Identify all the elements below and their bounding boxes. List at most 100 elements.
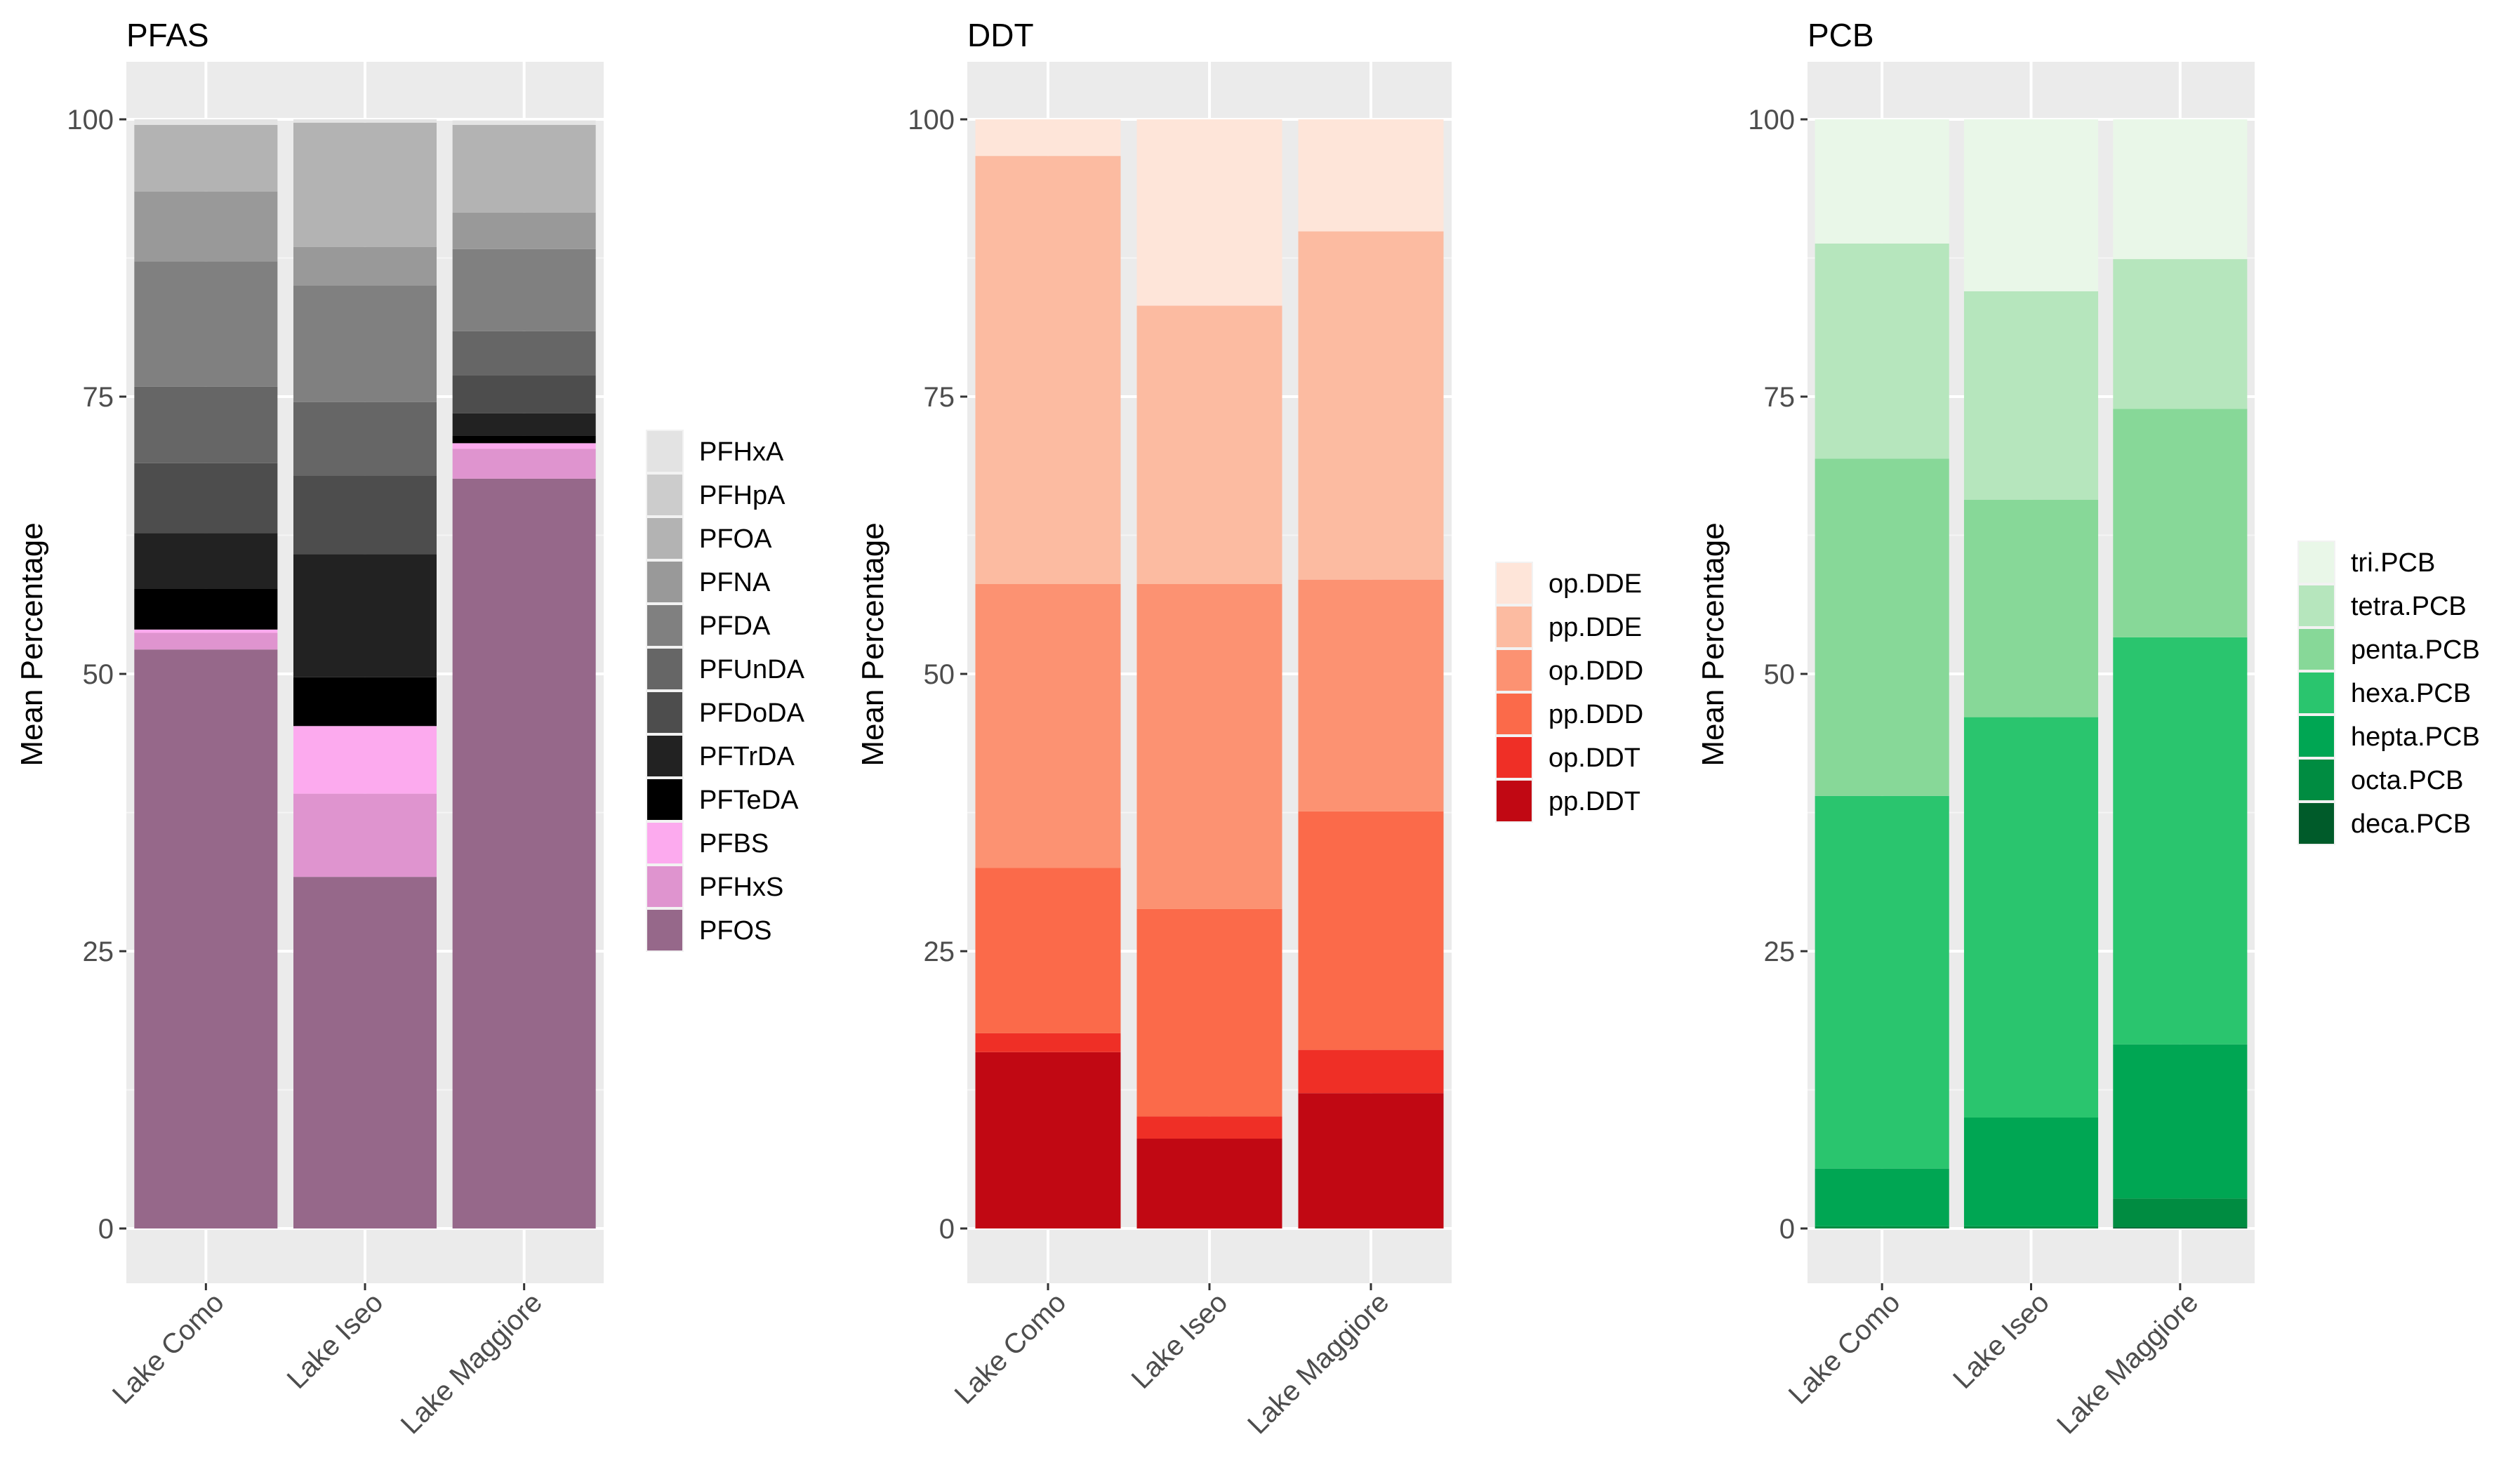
bar-segment-pfos-lake-iseo	[293, 877, 437, 1228]
chart-title: PFAS	[126, 17, 209, 53]
legend-label-penta-pcb: penta.PCB	[2351, 635, 2480, 665]
legend-swatch-penta-pcb	[2299, 629, 2334, 670]
bar-segment-pfoa-lake-maggiore	[452, 124, 596, 213]
bar-segment-pp-dde-lake-iseo	[1136, 305, 1282, 585]
legend-swatch-pp-ddt	[1497, 781, 1532, 821]
bar-segment-pp-ddt-lake-iseo	[1136, 1139, 1282, 1228]
bar-segment-op-dde-lake-maggiore	[1298, 119, 1444, 232]
legend-swatch-pp-dde	[1497, 607, 1532, 647]
bar-segment-hepta-pcb-lake-iseo	[1963, 1118, 2099, 1226]
bar-segment-pfdoda-lake-iseo	[293, 475, 437, 555]
legend-swatch-pfunda	[647, 649, 682, 689]
bar-segment-pfhxa-lake-iseo	[293, 119, 437, 123]
y-axis-title: Mean Percentage	[856, 522, 890, 766]
legend-swatch-op-ddd	[1497, 650, 1532, 691]
bar-segment-penta-pcb-lake-maggiore	[2113, 409, 2248, 637]
bar-segment-pftrda-lake-maggiore	[452, 413, 596, 436]
bar-segment-octa-pcb-lake-iseo	[1963, 1226, 2099, 1228]
legend-label-pp-ddt: pp.DDT	[1549, 787, 1640, 816]
bar-segment-pfoa-lake-como	[134, 124, 278, 192]
bar-segment-op-ddt-lake-iseo	[1136, 1116, 1282, 1139]
legend-label-pfos: PFOS	[699, 916, 771, 946]
bar-segment-op-dde-lake-iseo	[1136, 119, 1282, 306]
legend-label-pfna: PFNA	[699, 568, 771, 597]
bar-segment-pfhxa-lake-como	[134, 119, 278, 125]
legend-swatch-tetra-pcb	[2299, 585, 2334, 626]
legend-label-tetra-pcb: tetra.PCB	[2351, 592, 2467, 621]
bar-segment-hexa-pcb-lake-maggiore	[2113, 637, 2248, 1045]
legend-label-pfunda: PFUnDA	[699, 655, 805, 684]
legend-label-pfteda: PFTeDA	[699, 786, 799, 815]
bar-segment-op-ddd-lake-iseo	[1136, 584, 1282, 909]
bar-segment-hexa-pcb-lake-iseo	[1963, 717, 2099, 1118]
legend-label-pfbs: PFBS	[699, 829, 769, 859]
y-axis-title: Mean Percentage	[15, 522, 49, 766]
legend-label-pfdoda: PFDoDA	[699, 698, 805, 728]
legend-label-pftrda: PFTrDA	[699, 742, 795, 771]
legend-label-pfda: PFDA	[699, 611, 771, 641]
legend-swatch-pftrda	[647, 736, 682, 776]
legend: PFHxA PFHpA PFOA PFNA PFDA PFUnDA PFDoDA PFTrDA…	[646, 430, 805, 952]
bar-segment-pfdoda-lake-maggiore	[452, 375, 596, 413]
legend-label-pfhxa: PFHxA	[699, 437, 784, 467]
y-tick-label: 100	[67, 105, 114, 135]
y-tick-label: 50	[924, 659, 955, 690]
legend-swatch-pfhxs	[647, 866, 682, 907]
legend-swatch-pfda	[647, 605, 682, 646]
bar-segment-penta-pcb-lake-como	[1815, 458, 1949, 796]
x-tick-label-lake-maggiore: Lake Maggiore	[1242, 1287, 1395, 1440]
legend: op.DDE pp.DDE op.DDD pp.DDD op.DDT pp.DDT	[1495, 562, 1643, 823]
y-tick-label: 50	[1764, 659, 1796, 690]
legend-label-pp-dde: pp.DDE	[1549, 613, 1642, 642]
bar-segment-deca-pcb-lake-maggiore	[2113, 1227, 2248, 1228]
bar-segment-pfhxs-lake-maggiore	[452, 449, 596, 479]
bar-segment-pp-ddd-lake-maggiore	[1298, 811, 1444, 1050]
bar-segment-tetra-pcb-lake-como	[1815, 243, 1949, 459]
y-tick-label: 100	[1748, 105, 1795, 135]
bar-segment-pftrda-lake-iseo	[293, 554, 437, 677]
bar-segment-octa-pcb-lake-maggiore	[2113, 1198, 2248, 1228]
bar-segment-pp-ddd-lake-como	[975, 868, 1121, 1033]
legend-label-hepta-pcb: hepta.PCB	[2351, 722, 2480, 752]
bar-segment-op-dde-lake-como	[975, 119, 1121, 157]
bar-segment-tri-pcb-lake-iseo	[1963, 119, 2099, 291]
bar-segment-pfbs-lake-como	[134, 629, 278, 633]
bar-segment-hexa-pcb-lake-como	[1815, 795, 1949, 1169]
legend-label-op-dde: op.DDE	[1549, 569, 1642, 599]
x-tick-label-lake-como: Lake Como	[1783, 1287, 1906, 1410]
bar-segment-tri-pcb-lake-como	[1815, 119, 1949, 244]
legend-swatch-tri-pcb	[2299, 542, 2334, 583]
bar-segment-pfos-lake-maggiore	[452, 478, 596, 1229]
y-tick-label: 0	[1779, 1214, 1795, 1245]
bar-segment-hepta-pcb-lake-maggiore	[2113, 1044, 2248, 1199]
chart-panel-pfas: 0 25 50 75 100 Lake Como Lake Iseo Lake Maggior…	[15, 17, 805, 1440]
bar-segment-pftrda-lake-como	[134, 533, 278, 589]
bar-segment-pfdoda-lake-como	[134, 463, 278, 534]
bar-segment-pp-dde-lake-como	[975, 156, 1121, 585]
legend-swatch-op-dde	[1497, 563, 1532, 604]
bar-segment-op-ddd-lake-como	[975, 584, 1121, 868]
y-tick-label: 25	[1764, 936, 1796, 967]
bar-segment-pfteda-lake-maggiore	[452, 435, 596, 444]
legend-label-hexa-pcb: hexa.PCB	[2351, 679, 2471, 708]
x-tick-label-lake-iseo: Lake Iseo	[281, 1287, 390, 1395]
legend-swatch-pp-ddd	[1497, 694, 1532, 734]
bar-segment-pfos-lake-como	[134, 649, 278, 1228]
legend-label-op-ddd: op.DDD	[1549, 656, 1643, 686]
legend-label-pfoa: PFOA	[699, 524, 772, 554]
chart-title: DDT	[967, 17, 1034, 53]
bar-segment-pfda-lake-iseo	[293, 286, 437, 402]
legend-swatch-pfdoda	[647, 692, 682, 733]
bar-segment-tetra-pcb-lake-iseo	[1963, 291, 2099, 500]
x-tick-label-lake-como: Lake Como	[107, 1287, 230, 1410]
bar-segment-pfda-lake-como	[134, 261, 278, 387]
legend-label-pfhxs: PFHxS	[699, 873, 783, 902]
legend-swatch-pfos	[647, 910, 682, 950]
chart-panel-ddt: 0 25 50 75 100 Lake Como Lake Iseo Lake Maggior…	[856, 17, 1643, 1440]
y-tick-label: 100	[908, 105, 955, 135]
y-tick-label: 50	[83, 659, 114, 690]
y-tick-label: 0	[98, 1214, 114, 1245]
legend: tri.PCB tetra.PCB penta.PCB hexa.PCB hepta.P…	[2297, 541, 2480, 845]
legend-swatch-pfna	[647, 562, 682, 602]
